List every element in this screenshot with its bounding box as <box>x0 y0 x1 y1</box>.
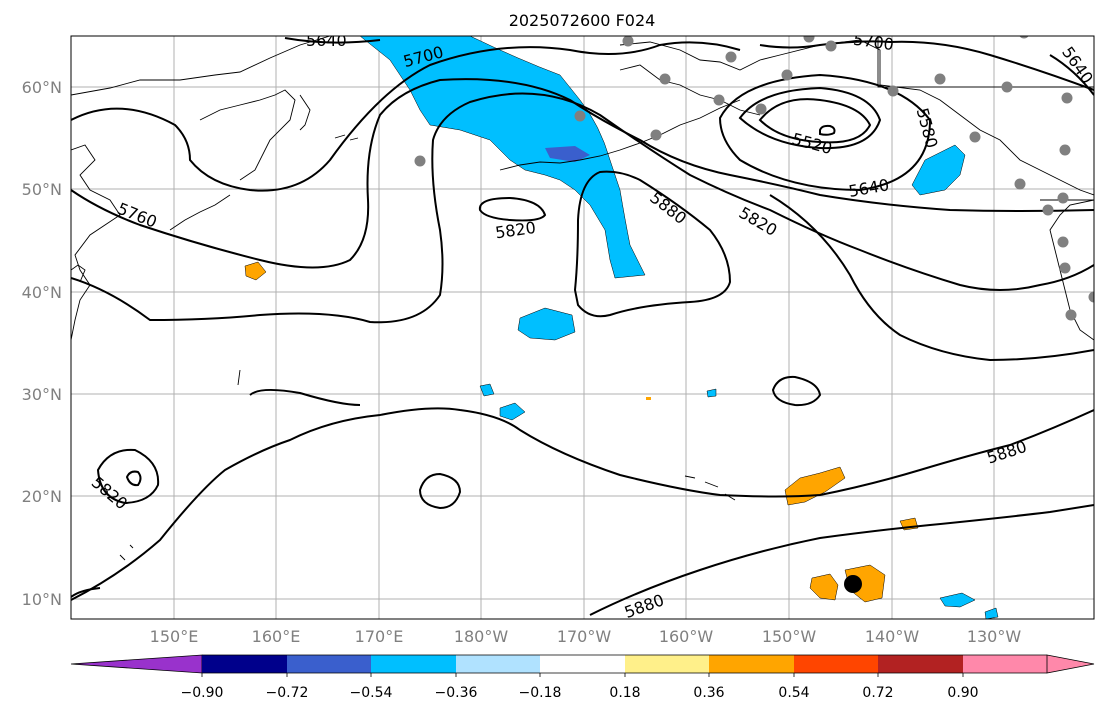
contour-5700-main <box>71 40 1094 192</box>
orange-region-1 <box>244 261 267 281</box>
contour-5640-east <box>1049 54 1094 96</box>
contour-low-center <box>819 124 836 136</box>
cyan-small-1 <box>499 402 526 421</box>
colorbar-swatch <box>371 655 456 673</box>
colorbar-label: −0.18 <box>519 685 562 701</box>
lat-label: 20°N <box>22 487 62 506</box>
colorbar-swatch <box>794 655 878 673</box>
colorbar-min-extend <box>70 654 203 674</box>
colorbar-swatch <box>456 655 540 673</box>
cyan-small-3 <box>706 388 717 398</box>
colorbar-swatch <box>202 655 287 673</box>
contour-5760 <box>71 78 1094 269</box>
lat-label: 10°N <box>22 590 62 609</box>
coast-asia <box>71 36 331 341</box>
colorbar-max-extend <box>1046 654 1095 674</box>
colorbar-swatch <box>287 655 371 673</box>
map-frame <box>70 35 1095 620</box>
contour-5820-west-inner <box>125 470 142 487</box>
contour-5880-south2 <box>71 389 361 598</box>
cyan-small-4 <box>939 592 976 608</box>
height-contours <box>71 37 1094 616</box>
contour-5640-west <box>284 37 381 44</box>
contour-label: 5700 <box>852 30 895 54</box>
contour-5880-east <box>769 194 1094 362</box>
colorbar-label: 0.36 <box>693 685 724 701</box>
colorbar: −0.90 −0.72 −0.54 −0.36 −0.18 0.18 0.36 … <box>70 654 1095 701</box>
colorbar-swatch <box>540 655 625 673</box>
contour-5640-low <box>718 73 932 192</box>
contour-5880-south <box>71 407 1094 601</box>
orange-dot <box>646 397 651 400</box>
coast-aleutians <box>499 99 741 171</box>
coast-japan <box>71 264 241 561</box>
lon-label: 150°E <box>150 627 199 646</box>
latitude-labels: 60°N 50°N 40°N 30°N 20°N 10°N <box>22 78 62 609</box>
colorbar-swatch <box>878 655 963 673</box>
lat-label: 60°N <box>22 78 62 97</box>
coastlines <box>71 36 1094 561</box>
lon-label: 180°W <box>454 627 509 646</box>
colorbar-swatch <box>625 655 709 673</box>
cyan-small-2 <box>479 383 495 397</box>
station-markers <box>414 36 1094 593</box>
lon-label: 170°W <box>557 627 612 646</box>
lon-label: 150°W <box>762 627 817 646</box>
longitude-labels: 150°E 160°E 170°E 180°W 170°W 160°W 150°… <box>150 627 1022 646</box>
contour-closed-a <box>418 472 462 510</box>
lat-label: 40°N <box>22 283 62 302</box>
lon-label: 160°W <box>659 627 714 646</box>
lon-label: 170°E <box>355 627 404 646</box>
colorbar-label: −0.72 <box>266 685 309 701</box>
colorbar-label: 0.90 <box>947 685 978 701</box>
contour-5580 <box>758 98 872 144</box>
contour-label: 5640 <box>306 31 347 50</box>
colorbar-label: −0.36 <box>435 685 478 701</box>
lat-label: 50°N <box>22 180 62 199</box>
colorbar-label: 0.72 <box>862 685 893 701</box>
cyan-small-5 <box>984 607 999 619</box>
coast-kuril <box>169 134 359 231</box>
contour-closed-b <box>771 375 822 407</box>
orange-region-5 <box>809 573 839 601</box>
cyan-region-pacific <box>517 307 576 341</box>
coast-alaska <box>619 39 1094 196</box>
lat-label: 30°N <box>22 385 62 404</box>
colorbar-ticks <box>201 673 964 677</box>
lon-label: 130°W <box>967 627 1022 646</box>
contour-5820-west-closed <box>96 448 160 505</box>
colorbar-swatch <box>709 655 794 673</box>
contour-5880-equatorial <box>589 504 1094 616</box>
contour-5520 <box>738 86 882 150</box>
storm-center-marker <box>844 575 862 593</box>
map-panel: 5640 5700 5700 5640 5580 5520 5640 5760 … <box>71 30 1094 619</box>
lon-label: 140°W <box>865 627 920 646</box>
contour-5820-main <box>71 92 1094 324</box>
colorbar-label: 0.54 <box>778 685 809 701</box>
precip-shading <box>244 36 999 619</box>
cyan-region-gulf <box>911 144 966 196</box>
blue-region <box>545 146 590 162</box>
contour-5880-ridge <box>573 170 732 318</box>
colorbar-swatch <box>963 655 1047 673</box>
colorbar-label: 0.18 <box>609 685 640 701</box>
lon-label: 160°E <box>252 627 301 646</box>
map-title: 2025072600 F024 <box>509 11 656 30</box>
contour-5820-closed <box>478 196 547 222</box>
cyan-region-bering <box>359 36 646 279</box>
colorbar-label: −0.54 <box>350 685 393 701</box>
colorbar-label: −0.90 <box>181 685 224 701</box>
